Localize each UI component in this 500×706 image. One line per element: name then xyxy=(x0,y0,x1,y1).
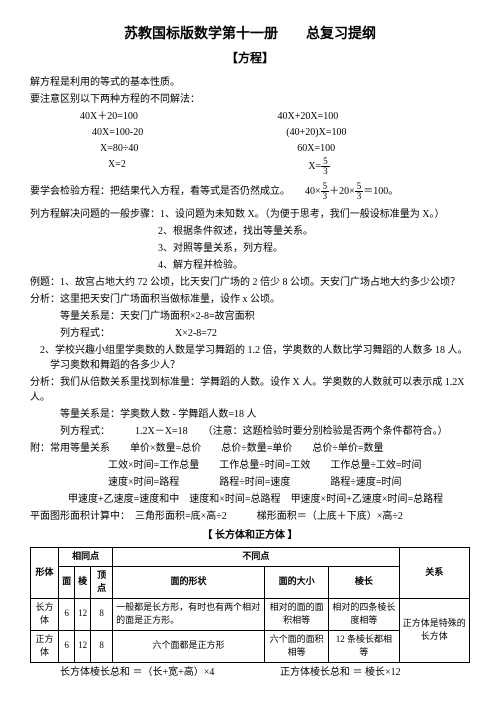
eql-b: 工效×时间=工作总量 工作总量÷时间=工效 工作总量÷工效=时间 xyxy=(30,458,470,473)
ex1c: 列方程式： X×2-8=72 xyxy=(30,326,470,341)
foot1: 长方体棱长总和 ＝（长+宽+高）×4 xyxy=(30,665,250,680)
ex2a: 分析：我们从倍数关系里找到标准量：学舞蹈的人数。设作 X 人。学奥数的人数就可以… xyxy=(30,375,470,405)
eq-r1: 40X+20X=100 xyxy=(238,109,471,124)
th-rel: 关系 xyxy=(399,548,469,599)
th-fsize: 面的大小 xyxy=(264,566,328,598)
eq-r4: X=53 xyxy=(240,157,470,176)
eq-r3: 60X=100 xyxy=(241,141,470,156)
eq-l3: X=80÷40 xyxy=(30,141,241,156)
th-elen: 棱长 xyxy=(329,566,399,598)
eq-l1: 40X＋20=100 xyxy=(30,109,238,124)
th-edge: 棱 xyxy=(75,566,91,598)
ex1b: 等量关系是：天安门广场面积×2-8=故宫面积 xyxy=(30,309,470,324)
eq-l2: 40X=100-20 xyxy=(30,125,242,140)
s3: 3、对照等量关系，列方程。 xyxy=(30,241,470,256)
ex2: 2、学校兴趣小组里学奥数的人数是学习舞蹈的 1.2 倍，学奥数的人数比学习舞蹈的… xyxy=(30,343,470,373)
eql-d: 甲速度+乙速度=速度和中 速度和×时间=总路程 甲速度×时间+乙速度×时间=总路… xyxy=(30,492,470,507)
section-equation: 【方程】 xyxy=(30,49,470,67)
ex2c: 列方程式： 1.2X－X=18 （注意：这题检验时要分别检验是否两个条件都符合。… xyxy=(30,424,470,439)
th-shape: 形体 xyxy=(31,548,59,599)
ex1a: 分析：这里把天安门广场面积当做标准量，设作 x 公顷。 xyxy=(30,292,470,307)
page-title: 苏教国标版数学第十一册 总复习提纲 xyxy=(30,24,470,45)
eqhead: 附：常用等量关系 单价×数量=总价 总价÷数量=单价 总价÷单价=数量 xyxy=(30,441,470,456)
th-diff: 不同点 xyxy=(113,548,399,567)
eq-r2: (40+20)X=100 xyxy=(242,125,470,140)
eq-l4: X=2 xyxy=(30,157,240,176)
p3: 要学会检验方程：把结果代入方程，看等式是否仍然成立。 40×53＋20×53＝1… xyxy=(30,182,470,201)
eql-c: 速度×时间=路程 路程÷时间=速度 路程÷速度=时间 xyxy=(30,475,470,490)
s4: 4、解方程并检验。 xyxy=(30,258,470,273)
p4: 列方程解决问题的一般步骤：1、设问题为未知数 X。（为便于思考，我们一般设标准量… xyxy=(30,207,470,222)
ex1: 例题：1、故宫占地大约 72 公顷，比天安门广场的 2 倍少 8 公顷。天安门广… xyxy=(30,275,470,290)
th-vert: 顶点 xyxy=(91,566,113,598)
foot2: 正方体棱长总和 ＝ 棱长×12 xyxy=(250,665,470,680)
th-fshape: 面的形状 xyxy=(113,566,265,598)
s2: 2、根据条件叙述，找出等量关系。 xyxy=(30,224,470,239)
table-row: 长方体 6 12 8 一般都是长方形，有时也有两个相对的面是正方形。 相对的面的… xyxy=(31,598,470,630)
section-cuboid: 【 长方体和正方体 】 xyxy=(30,528,470,543)
ex2b: 等量关系是：学奥数人数 - 学舞蹈人数=18 人 xyxy=(30,407,470,422)
area: 平面图形面积计算中： 三角形面积=底×高÷2 梯形面积＝（上底＋下底）×高÷2 xyxy=(30,509,470,524)
th-face: 面 xyxy=(59,566,75,598)
th-same: 相同点 xyxy=(59,548,113,567)
p1: 解方程是利用的等式的基本性质。 xyxy=(30,75,470,90)
table-shapes: 形体 相同点 不同点 关系 面 棱 顶点 面的形状 面的大小 棱长 长方体 6 … xyxy=(30,547,470,663)
p2: 要注意区别以下两种方程的不同解法： xyxy=(30,92,470,107)
